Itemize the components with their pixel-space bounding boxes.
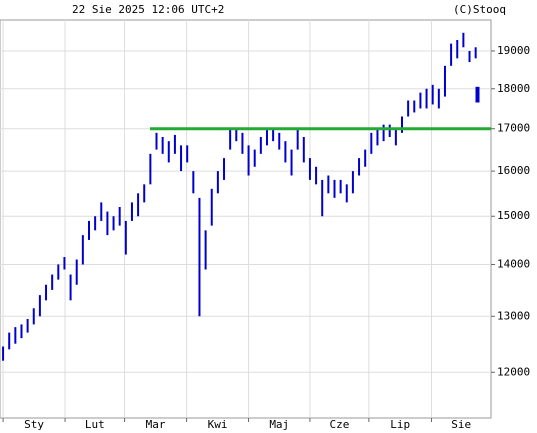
y-tick-label: 14000 [497,257,530,270]
x-tick-label: Maj [269,418,289,431]
x-tick-label: Sie [451,418,471,431]
y-tick-label: 13000 [497,309,530,322]
x-tick-label: Mar [146,418,166,431]
y-tick-label: 15000 [497,209,530,222]
x-tick-label: Cze [329,418,349,431]
y-tick-label: 19000 [497,44,530,57]
y-tick-label: 16000 [497,164,530,177]
y-tick-label: 17000 [497,122,530,135]
x-tick-label: Sty [24,418,44,431]
x-tick-label: Lut [85,418,105,431]
x-tick-label: Lip [390,418,410,431]
y-tick-label: 12000 [497,365,530,378]
header-date: 22 Sie 2025 12:06 UTC+2 [72,3,224,16]
plot-area [0,19,492,419]
y-tick-label: 18000 [497,82,530,95]
x-tick-label: Kwi [208,418,228,431]
header-source: (C)Stooq [453,3,506,16]
